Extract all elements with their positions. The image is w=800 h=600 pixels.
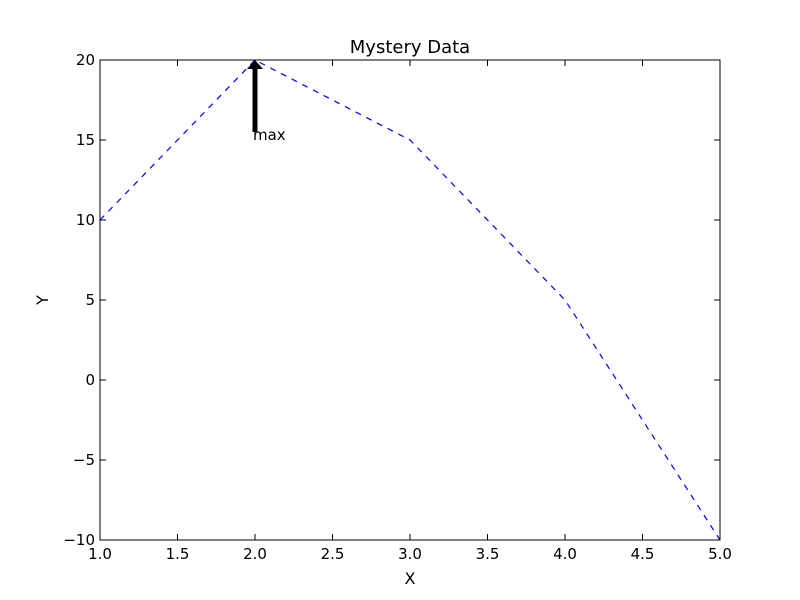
data-series-line bbox=[99, 59, 721, 541]
y-axis-label: Y bbox=[33, 295, 52, 306]
chart-title: Mystery Data bbox=[350, 37, 470, 58]
x-tick-label: 3.5 bbox=[476, 545, 500, 563]
plot-frame bbox=[99, 59, 721, 541]
y-axis-ticks: −10 −5 0 5 10 15 20 bbox=[63, 51, 720, 549]
x-tick-label: 3.0 bbox=[398, 545, 422, 563]
y-tick-label: −5 bbox=[73, 451, 95, 469]
x-tick-label: 1.5 bbox=[166, 545, 190, 563]
x-tick-label: 2.5 bbox=[321, 545, 345, 563]
y-tick-label: 0 bbox=[85, 371, 95, 389]
x-axis-label: X bbox=[405, 569, 416, 588]
y-tick-label: 5 bbox=[85, 291, 95, 309]
x-tick-label: 2.0 bbox=[243, 545, 267, 563]
y-tick-label: 15 bbox=[76, 131, 95, 149]
annotation-arrow-head bbox=[247, 60, 263, 69]
x-tick-label: 4.5 bbox=[631, 545, 655, 563]
y-tick-label: −10 bbox=[63, 531, 95, 549]
annotation-label: max bbox=[253, 126, 286, 144]
x-tick-label: 4.0 bbox=[553, 545, 577, 563]
series-layer bbox=[99, 59, 721, 541]
x-tick-label: 1.0 bbox=[88, 545, 112, 563]
annotation-layer: max bbox=[247, 60, 286, 144]
x-axis-ticks: 1.0 1.5 2.0 2.5 3.0 3.5 4.0 4.5 5.0 bbox=[88, 60, 732, 563]
y-tick-label: 10 bbox=[76, 211, 95, 229]
y-tick-label: 20 bbox=[76, 51, 95, 69]
x-tick-label: 5.0 bbox=[708, 545, 732, 563]
